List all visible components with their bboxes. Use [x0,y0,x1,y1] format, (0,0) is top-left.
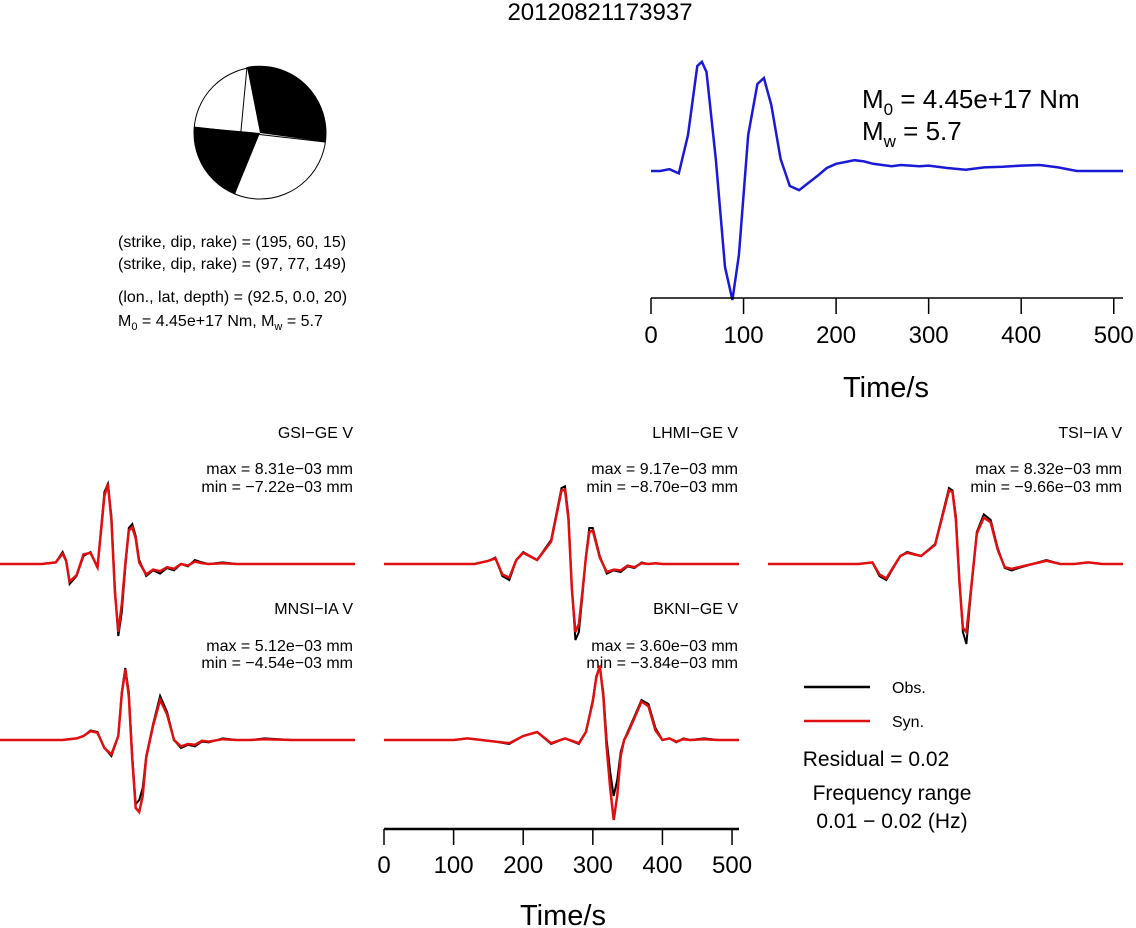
mechanism-line-4: M0 = 4.45e+17 Nm, Mw = 5.7 [118,313,323,333]
nodal-plane-2 [193,126,326,143]
waveform-x-tick-label: 500 [712,852,752,879]
station-max: max = 5.12e−03 mm [206,638,353,655]
station-label: MNSI−IA V [274,601,353,618]
station-min: min = −4.54e−03 mm [201,655,353,672]
waveform-x-tick-label: 200 [503,852,543,879]
station-max: max = 8.32e−03 mm [975,461,1122,478]
legend: Obs. Syn. Residual = 0.02 Frequency rang… [803,680,972,833]
mechanism-line-3: (lon., lat, depth) = (92.5, 0.0, 20) [118,289,347,306]
residual-label: Residual = 0.02 [803,748,950,771]
waveform-x-tick-label: 400 [642,852,682,879]
synthetic-trace [384,665,739,821]
beachball [193,65,327,200]
beachball-compression-quadrant-2 [193,127,260,194]
frequency-range-value: 0.01 − 0.02 (Hz) [816,810,967,833]
station-label: BKNI−GE V [653,601,738,618]
frequency-range-title: Frequency range [813,782,972,805]
observed-trace [0,667,355,807]
station-max: max = 9.17e−03 mm [591,461,738,478]
nodal-plane-1 [234,66,248,195]
source-time-function-chart: 0 100 200 300 400 500 [644,59,1134,349]
stf-x-tick-label: 100 [724,322,764,349]
station-max: max = 3.60e−03 mm [591,638,738,655]
observed-trace [384,664,739,797]
synthetic-trace [0,483,355,633]
stf-xlabel: Time/s [843,372,929,404]
stf-x-tick-label: 500 [1094,322,1134,349]
beachball-compression-quadrant-1 [247,65,326,142]
mechanism-line-1: (strike, dip, rake) = (195, 60, 15) [118,234,346,251]
station-label: GSI−GE V [278,425,353,442]
waveform-x-tick-label: 0 [377,852,390,879]
waveform-x-tick-label: 300 [573,852,613,879]
observed-trace [768,486,1123,645]
stf-x-tick-label: 0 [644,322,657,349]
station-label: LHMI−GE V [652,425,738,442]
synthetic-trace [384,488,739,633]
stf-x-tick-label: 400 [1001,322,1041,349]
stf-mw-label: Mw = 5.7 [862,116,962,151]
figure-title: 20120821173937 [507,0,692,26]
mechanism-line-2: (strike, dip, rake) = (97, 77, 149) [118,256,346,273]
station-max: max = 8.31e−03 mm [206,461,353,478]
station-min: min = −8.70e−03 mm [586,479,738,496]
stf-m0-label: M0 = 4.45e+17 Nm [862,84,1080,119]
station-min: min = −3.84e−03 mm [586,655,738,672]
station-label: TSI−IA V [1058,425,1122,442]
synthetic-trace [0,669,355,815]
stf-curve [651,59,1123,301]
synthetic-trace [768,488,1123,635]
legend-obs-label: Obs. [892,680,926,697]
station-min: min = −9.66e−03 mm [970,479,1122,496]
stf-x-tick-label: 200 [816,322,856,349]
station-min: min = −7.22e−03 mm [201,479,353,496]
stf-x-tick-label: 300 [909,322,949,349]
waveform-xlabel: Time/s [520,900,606,928]
legend-syn-label: Syn. [892,714,924,731]
waveform-x-tick-label: 100 [434,852,474,879]
